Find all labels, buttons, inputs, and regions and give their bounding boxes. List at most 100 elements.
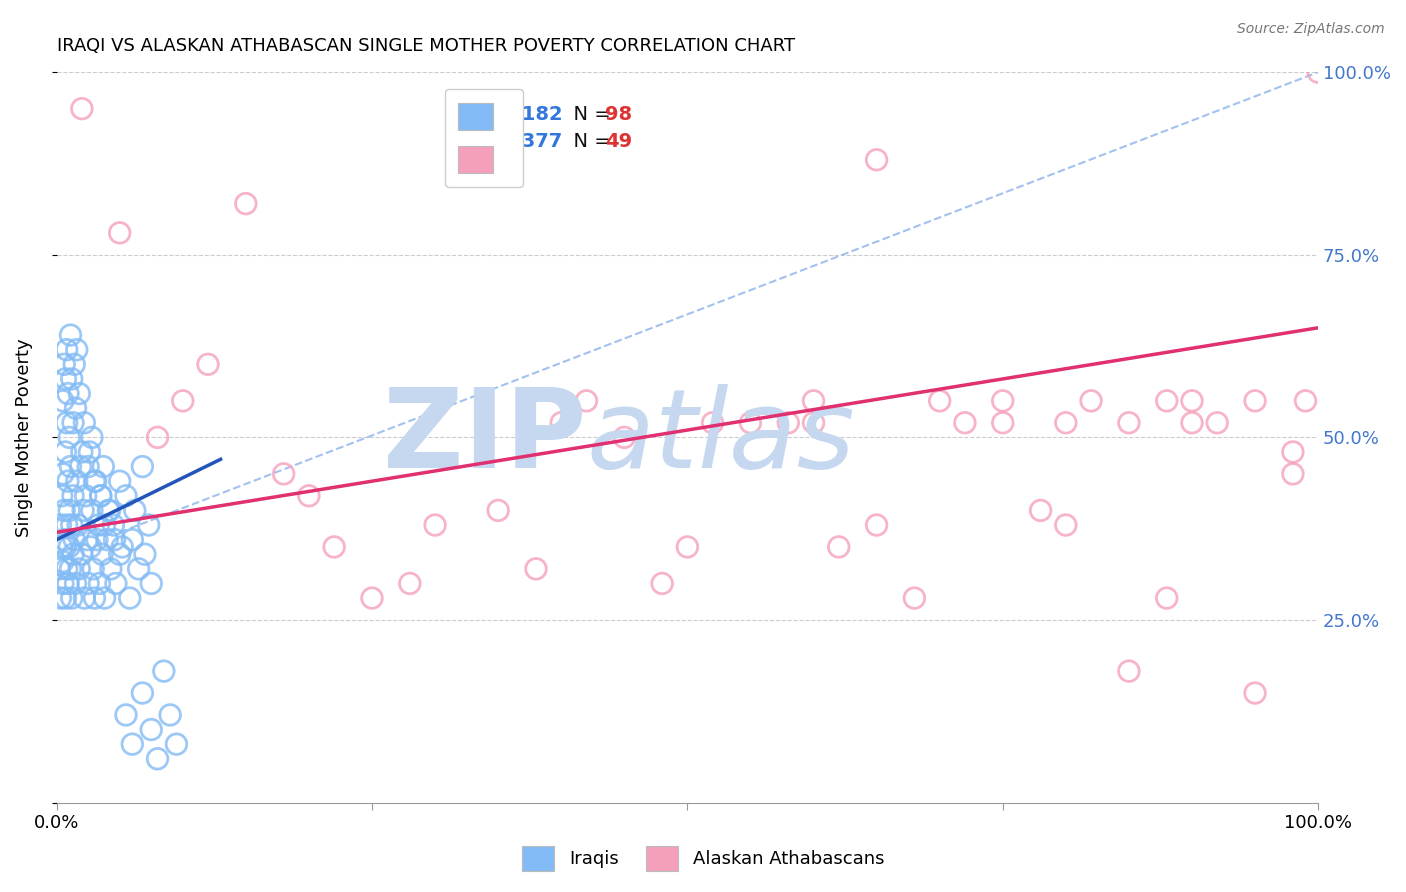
- Point: [146, 430, 169, 444]
- Point: [128, 562, 150, 576]
- Point: [1118, 664, 1140, 678]
- Point: [56, 474, 79, 488]
- Point: [1181, 416, 1204, 430]
- Point: [60, 518, 83, 533]
- Point: [103, 518, 125, 533]
- Point: [1054, 518, 1077, 533]
- Point: [97, 503, 120, 517]
- Point: [67, 518, 90, 533]
- Point: [69, 459, 91, 474]
- Point: [53, 503, 76, 517]
- Point: [803, 393, 825, 408]
- Point: [62, 489, 84, 503]
- Point: [141, 723, 163, 737]
- Point: [55, 416, 77, 430]
- Point: [77, 576, 100, 591]
- Point: [67, 562, 90, 576]
- Point: [197, 357, 219, 371]
- Point: [55, 540, 77, 554]
- Point: [83, 474, 105, 488]
- Point: [1054, 416, 1077, 430]
- Point: [66, 343, 89, 357]
- Point: [93, 518, 115, 533]
- Point: [63, 357, 86, 371]
- Point: [104, 576, 127, 591]
- Point: [361, 591, 384, 605]
- Point: [55, 343, 77, 357]
- Point: [828, 540, 851, 554]
- Legend: , : ,: [444, 89, 523, 187]
- Point: [70, 102, 93, 116]
- Point: [1156, 591, 1178, 605]
- Point: [70, 445, 93, 459]
- Point: [146, 752, 169, 766]
- Point: [51, 489, 73, 503]
- Point: [62, 547, 84, 561]
- Point: [423, 518, 446, 533]
- Point: [138, 518, 160, 533]
- Point: [121, 737, 143, 751]
- Point: [1118, 416, 1140, 430]
- Point: [778, 416, 800, 430]
- Point: [108, 547, 131, 561]
- Point: [66, 474, 89, 488]
- Point: [60, 372, 83, 386]
- Text: N =: N =: [561, 105, 617, 124]
- Point: [53, 357, 76, 371]
- Point: [865, 518, 887, 533]
- Point: [323, 540, 346, 554]
- Point: [115, 708, 138, 723]
- Point: [153, 664, 176, 678]
- Point: [108, 474, 131, 488]
- Point: [52, 393, 75, 408]
- Point: [166, 737, 188, 751]
- Point: [60, 591, 83, 605]
- Point: [55, 518, 77, 533]
- Point: [104, 533, 127, 547]
- Point: [80, 430, 103, 444]
- Point: [72, 503, 94, 517]
- Point: [121, 533, 143, 547]
- Point: [86, 533, 108, 547]
- Text: atlas: atlas: [586, 384, 855, 491]
- Point: [1244, 393, 1267, 408]
- Point: [75, 489, 97, 503]
- Point: [55, 562, 77, 576]
- Text: 0.377: 0.377: [501, 132, 562, 151]
- Point: [524, 562, 547, 576]
- Point: [63, 533, 86, 547]
- Point: [53, 533, 76, 547]
- Point: [96, 533, 118, 547]
- Point: [1080, 393, 1102, 408]
- Point: [48, 562, 70, 576]
- Point: [58, 540, 80, 554]
- Point: [58, 430, 80, 444]
- Point: [575, 393, 598, 408]
- Point: [98, 503, 121, 517]
- Point: [52, 555, 75, 569]
- Text: R =: R =: [454, 105, 496, 124]
- Point: [298, 489, 321, 503]
- Point: [991, 393, 1014, 408]
- Point: [1308, 65, 1330, 79]
- Text: 49: 49: [606, 132, 633, 151]
- Text: IRAQI VS ALASKAN ATHABASCAN SINGLE MOTHER POVERTY CORRELATION CHART: IRAQI VS ALASKAN ATHABASCAN SINGLE MOTHE…: [56, 37, 794, 55]
- Point: [84, 474, 107, 488]
- Point: [1181, 393, 1204, 408]
- Text: 0.182: 0.182: [501, 105, 562, 124]
- Point: [124, 503, 146, 517]
- Point: [131, 459, 153, 474]
- Point: [80, 503, 103, 517]
- Point: [108, 226, 131, 240]
- Point: [59, 562, 82, 576]
- Point: [56, 386, 79, 401]
- Point: [59, 328, 82, 343]
- Point: [676, 540, 699, 554]
- Point: [613, 430, 636, 444]
- Point: [134, 547, 156, 561]
- Point: [90, 489, 112, 503]
- Point: [52, 576, 75, 591]
- Point: [73, 591, 96, 605]
- Point: [928, 393, 950, 408]
- Point: [87, 518, 110, 533]
